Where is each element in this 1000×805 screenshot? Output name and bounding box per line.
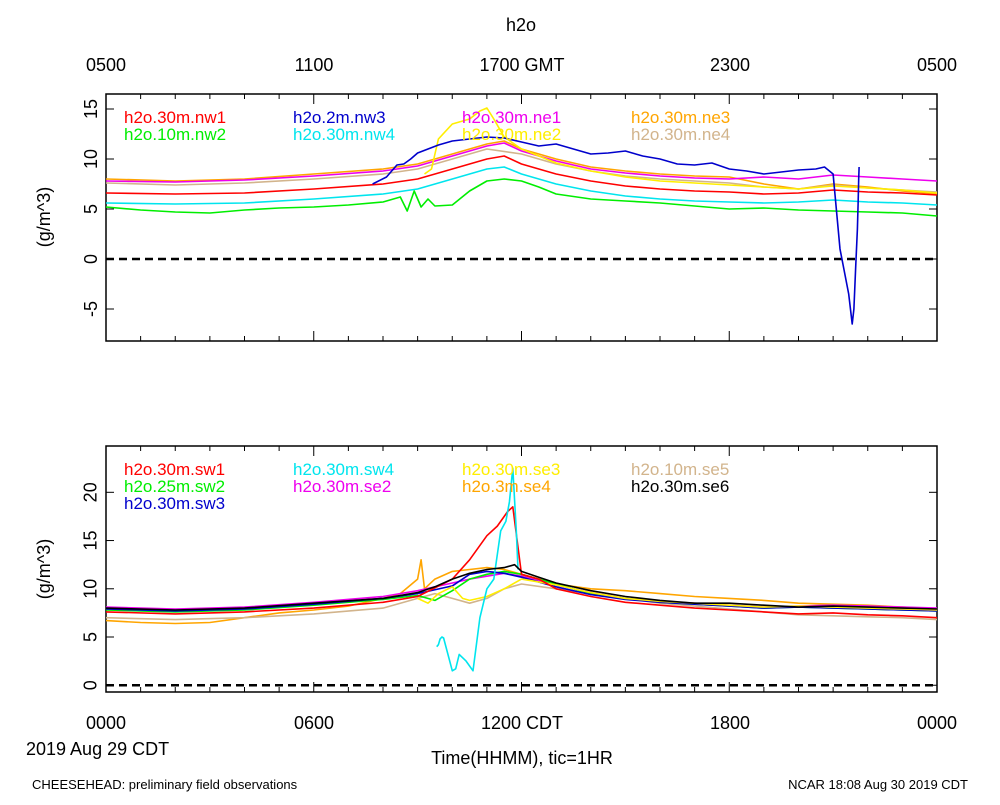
series-line-h2o-30m-se6 — [105, 563, 938, 611]
y-tick-label: 10 — [81, 579, 101, 599]
legend-entry: h2o.30m.se2 — [293, 477, 391, 496]
y-tick-label: 5 — [81, 204, 101, 214]
legend-entry: h2o.30m.nw4 — [293, 125, 395, 144]
y-tick-label: 20 — [81, 482, 101, 502]
y-axis-label: (g/m^3) — [34, 539, 54, 599]
y-tick-label: 0 — [81, 254, 101, 264]
bottom-panel: 20151050(g/m^3)h2o.30m.sw1h2o.25m.sw2h2o… — [34, 445, 938, 693]
series-line-h2o-30m-nw4 — [105, 166, 938, 206]
legend-entry: h2o.10m.se5 — [631, 460, 729, 479]
legend-entry: h2o.30m.se3 — [462, 460, 560, 479]
legend-entry: h2o.30m.ne4 — [631, 125, 730, 144]
gmt-tick-label: 1700 GMT — [479, 55, 564, 75]
series-line-h2o-30m-nw1 — [105, 155, 938, 196]
legend-entry: h2o.30m.sw3 — [124, 494, 225, 513]
series-line-h2o-10m-nw2 — [105, 178, 938, 217]
legend-entry: h2o.30m.sw4 — [293, 460, 394, 479]
cdt-tick-label: 0000 — [917, 713, 957, 733]
footer-right: NCAR 18:08 Aug 30 2019 CDT — [788, 777, 968, 792]
legend-entry: h2o.3m.se4 — [462, 477, 551, 496]
series-line-h2o-2m-nw3 — [372, 136, 860, 325]
y-axis-label: (g/m^3) — [34, 187, 54, 247]
chart-title: h2o — [506, 15, 536, 35]
series-line-h2o-30m-sw4 — [436, 467, 519, 672]
y-tick-label: 15 — [81, 531, 101, 551]
gmt-tick-label: 0500 — [917, 55, 957, 75]
gmt-tick-label: 0500 — [86, 55, 126, 75]
legend-entry: h2o.30m.se6 — [631, 477, 729, 496]
legend-entry: h2o.30m.sw1 — [124, 460, 225, 479]
legend-entry: h2o.30m.ne3 — [631, 108, 730, 127]
gmt-tick-label: 2300 — [710, 55, 750, 75]
x-axis-label: Time(HHMM), tic=1HR — [431, 748, 613, 768]
series-line-h2o-10m-se5 — [105, 583, 938, 621]
legend-entry: h2o.30m.ne1 — [462, 108, 561, 127]
y-tick-label: 5 — [81, 632, 101, 642]
legend-entry: h2o.2m.nw3 — [293, 108, 386, 127]
cdt-axis: 0000 0600 1200 CDT 1800 0000 — [86, 713, 957, 733]
series-line-h2o-30m-ne1 — [105, 142, 938, 183]
footer-left: CHEESEHEAD: preliminary field observatio… — [32, 777, 298, 792]
y-tick-label: -5 — [81, 301, 101, 317]
date-label: 2019 Aug 29 CDT — [26, 739, 169, 759]
series-line-h2o-3m-se4 — [105, 558, 938, 625]
gmt-tick-label: 1100 — [295, 55, 334, 75]
legend-entry: h2o.25m.sw2 — [124, 477, 225, 496]
cdt-tick-label: 0000 — [86, 713, 126, 733]
series-line-h2o-30m-sw1 — [105, 505, 938, 619]
cdt-tick-label: 1200 CDT — [481, 713, 563, 733]
series-line-h2o-30m-ne4 — [105, 148, 938, 193]
legend-entry: h2o.30m.ne2 — [462, 125, 561, 144]
y-tick-label: 15 — [81, 99, 101, 119]
series-line-h2o-30m-ne2 — [424, 107, 938, 194]
cdt-tick-label: 0600 — [294, 713, 334, 733]
cdt-tick-label: 1800 — [710, 713, 750, 733]
legend-entry: h2o.30m.nw1 — [124, 108, 226, 127]
y-tick-label: 10 — [81, 149, 101, 169]
gmt-axis: 0500 1100 1700 GMT 2300 0500 — [86, 55, 957, 75]
y-tick-label: 0 — [81, 680, 101, 690]
legend-entry: h2o.10m.nw2 — [124, 125, 226, 144]
